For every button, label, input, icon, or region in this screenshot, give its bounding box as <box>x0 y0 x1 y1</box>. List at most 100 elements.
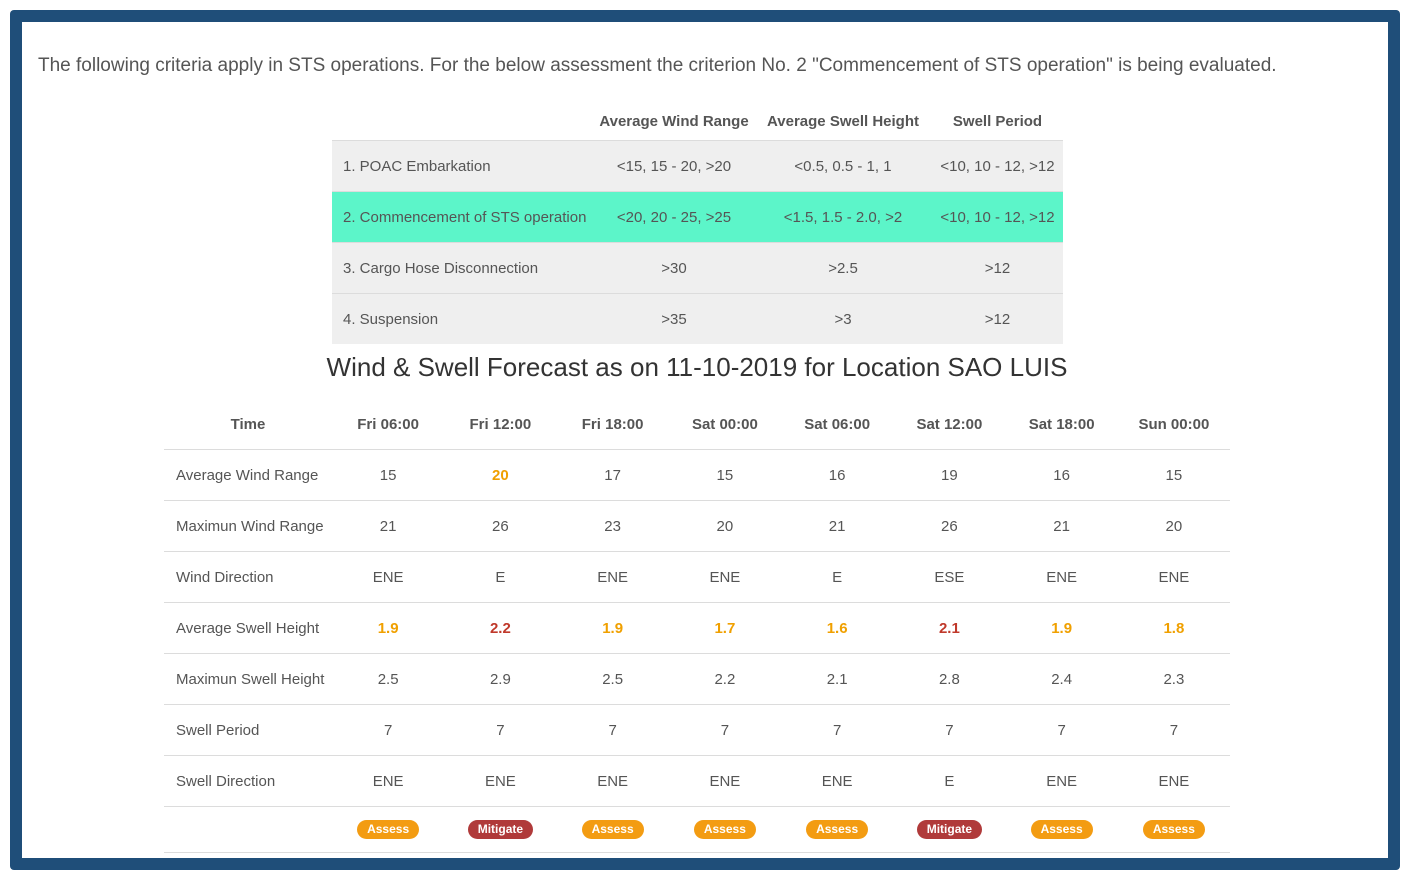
criteria-row: 3. Cargo Hose Disconnection >30 >2.5 >12 <box>332 242 1063 293</box>
forecast-header-time: Time <box>230 415 266 433</box>
assess-badge[interactable]: Assess <box>1142 820 1205 839</box>
criteria-header-wind: Average Wind Range <box>599 112 749 130</box>
forecast-cell: 1.6 <box>826 619 848 637</box>
forecast-cell: ENE <box>1158 568 1190 586</box>
forecast-cell: 2.9 <box>489 670 511 688</box>
forecast-cell: ENE <box>484 772 516 790</box>
forecast-cell: 15 <box>379 466 397 484</box>
assess-badge[interactable]: Assess <box>357 820 420 839</box>
forecast-row: Swell Direction ENE ENE ENE ENE ENE E ENE ENE <box>164 755 1230 806</box>
criteria-wind: >30 <box>661 259 687 277</box>
forecast-cell: 7 <box>1169 721 1179 739</box>
forecast-badge-cell: Assess <box>557 820 669 839</box>
forecast-header-row: Time Fri 06:00 Fri 12:00 Fri 18:00 Sat 00:0… <box>164 399 1230 449</box>
content-panel: The following criteria apply in STS oper… <box>22 22 1388 858</box>
assess-badge[interactable]: Assess <box>693 820 756 839</box>
forecast-cell: 7 <box>383 721 393 739</box>
forecast-cell: 2.2 <box>714 670 736 688</box>
criteria-swell: >2.5 <box>828 259 858 277</box>
criteria-name: 1. POAC Embarkation <box>343 157 491 175</box>
forecast-cell: 1.9 <box>377 619 399 637</box>
forecast-header-time-slot: Sun 00:00 <box>1138 415 1210 433</box>
forecast-cell: 21 <box>379 517 397 535</box>
forecast-row: Wind Direction ENE E ENE ENE E ESE ENE ENE <box>164 551 1230 602</box>
mitigate-badge[interactable]: Mitigate <box>467 820 534 839</box>
forecast-badge-cell: Assess <box>781 820 893 839</box>
forecast-row: Swell Period 7 7 7 7 7 7 7 7 <box>164 704 1230 755</box>
forecast-header-time-slot: Sat 06:00 <box>804 415 871 433</box>
forecast-cell: ENE <box>1046 568 1078 586</box>
forecast-row-label: Maximun Swell Height <box>176 670 325 688</box>
forecast-cell: 21 <box>1053 517 1070 535</box>
forecast-badge-cell: Mitigate <box>893 820 1005 839</box>
forecast-header-time-slot: Fri 18:00 <box>581 415 644 433</box>
forecast-badge-cell: Assess <box>1006 820 1118 839</box>
forecast-cell: 1.9 <box>602 619 624 637</box>
forecast-cell: 7 <box>608 721 617 739</box>
forecast-cell: E <box>495 568 506 586</box>
forecast-row: Maximun Wind Range 21 26 23 20 21 26 21 20 <box>164 500 1230 551</box>
forecast-cell: ENE <box>372 772 404 790</box>
forecast-cell: ENE <box>1158 772 1190 790</box>
forecast-cell: 7 <box>832 721 842 739</box>
forecast-cell: 17 <box>604 466 621 484</box>
mitigate-badge[interactable]: Mitigate <box>916 820 983 839</box>
forecast-cell: 26 <box>941 517 958 535</box>
forecast-row-label: Swell Direction <box>176 772 276 790</box>
forecast-header-time-slot: Sat 00:00 <box>691 415 758 433</box>
forecast-badge-cell: Mitigate <box>444 820 556 839</box>
assess-badge[interactable]: Assess <box>806 820 869 839</box>
forecast-cell: 23 <box>604 517 621 535</box>
forecast-badge-cell: Assess <box>669 820 781 839</box>
criteria-swell: <0.5, 0.5 - 1, 1 <box>794 157 892 175</box>
criteria-wind: <15, 15 - 20, >20 <box>616 157 732 175</box>
forecast-cell: ENE <box>709 568 741 586</box>
forecast-row-label: Average Wind Range <box>176 466 319 484</box>
forecast-cell: 15 <box>1165 466 1183 484</box>
forecast-cell: 1.9 <box>1051 619 1073 637</box>
forecast-cell: 2.3 <box>1163 670 1185 688</box>
forecast-cell: ENE <box>597 772 629 790</box>
forecast-cell: 2.5 <box>602 670 624 688</box>
forecast-row-label: Swell Period <box>176 721 260 739</box>
forecast-cell: 20 <box>716 517 734 535</box>
forecast-cell: 15 <box>716 466 734 484</box>
forecast-row: Maximun Swell Height 2.5 2.9 2.5 2.2 2.1 2.8 2.… <box>164 653 1230 704</box>
forecast-cell: 1.7 <box>714 619 736 637</box>
forecast-badge-cell: Assess <box>1118 820 1230 839</box>
forecast-cell: 2.2 <box>489 619 511 637</box>
forecast-row-label: Maximun Wind Range <box>176 517 324 535</box>
criteria-swell: >3 <box>834 310 852 328</box>
criteria-name: 3. Cargo Hose Disconnection <box>343 259 539 277</box>
criteria-table: Average Wind Range Average Swell Height … <box>332 102 1063 344</box>
forecast-cell: ESE <box>934 568 965 586</box>
forecast-header-time-slot: Sat 18:00 <box>1028 415 1095 433</box>
criteria-row-highlighted: 2. Commencement of STS operation <20, 20… <box>332 191 1063 242</box>
forecast-header-time-slot: Sat 12:00 <box>916 415 983 433</box>
criteria-wind: <20, 20 - 25, >25 <box>616 208 732 226</box>
forecast-cell: ENE <box>597 568 629 586</box>
forecast-row: Average Wind Range 15 20 17 15 16 19 16 15 <box>164 449 1230 500</box>
forecast-cell: 16 <box>1053 466 1070 484</box>
forecast-header-time-slot: Fri 12:00 <box>469 415 532 433</box>
forecast-cell: 7 <box>720 721 730 739</box>
forecast-cell: 2.8 <box>938 670 960 688</box>
forecast-row-label: Wind Direction <box>176 568 274 586</box>
forecast-row-label: Average Swell Height <box>176 619 320 637</box>
forecast-badge-row: Assess Mitigate Assess Assess Assess Mitigate… <box>164 806 1230 853</box>
forecast-badge-cell: Assess <box>332 820 444 839</box>
criteria-period: >12 <box>984 259 1011 277</box>
forecast-cell: 7 <box>945 721 954 739</box>
criteria-wind: >35 <box>661 310 687 328</box>
forecast-cell: 2.1 <box>826 670 848 688</box>
forecast-cell: E <box>944 772 955 790</box>
forecast-cell: 2.4 <box>1051 670 1073 688</box>
forecast-cell: 19 <box>941 466 958 484</box>
assess-badge[interactable]: Assess <box>1030 820 1093 839</box>
criteria-row: 1. POAC Embarkation <15, 15 - 20, >20 <0… <box>332 140 1063 191</box>
criteria-period: <10, 10 - 12, >12 <box>940 157 1055 175</box>
assess-badge[interactable]: Assess <box>581 820 644 839</box>
forecast-cell: ENE <box>709 772 741 790</box>
criteria-name: 2. Commencement of STS operation <box>343 208 587 226</box>
criteria-period: >12 <box>984 310 1011 328</box>
